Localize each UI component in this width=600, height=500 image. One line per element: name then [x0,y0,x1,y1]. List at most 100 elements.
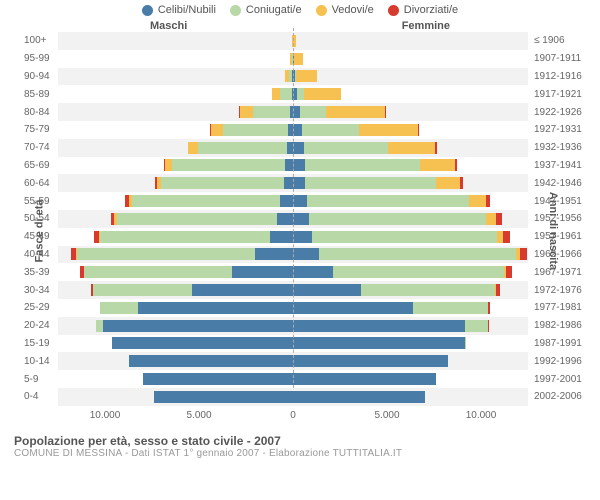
segment-cel [112,337,293,349]
segment-div [506,266,512,278]
x-tick: 10.000 [434,410,528,428]
segment-cel [293,159,305,171]
x-tick: 0 [246,410,340,428]
segment-con [361,284,495,296]
segment-cel [143,373,293,385]
male-bar [58,373,293,385]
female-bar [293,248,528,260]
segment-cel [293,302,413,314]
x-tick: 5.000 [152,410,246,428]
segment-cel [192,284,293,296]
legend-item: Vedovi/e [316,4,374,16]
legend-item: Celibi/Nubili [142,4,216,16]
legend-label: Vedovi/e [332,4,374,16]
male-bar [58,177,293,189]
segment-con [413,302,488,314]
segment-div [488,302,489,314]
legend-swatch [230,5,241,16]
segment-cel [293,177,305,189]
segment-con [465,320,489,332]
sex-labels: Maschi Femmine [10,20,590,32]
segment-con [305,177,437,189]
segment-div [435,142,436,154]
segment-cel [232,266,293,278]
segment-ved [486,213,497,225]
female-bar [293,355,528,367]
female-bar [293,373,528,385]
segment-con [132,195,280,207]
segment-con [465,337,467,349]
segment-cel [129,355,294,367]
female-label: Femmine [402,20,450,32]
segment-cel [293,213,309,225]
male-bar [58,320,293,332]
plot-area: Fasce di età Anni di nascita 100+≤ 19069… [10,34,590,428]
female-bar [293,391,528,403]
segment-div [496,284,500,296]
segment-con [223,124,289,136]
segment-con [305,159,420,171]
chart-subtitle: COMUNE DI MESSINA - Dati ISTAT 1° gennai… [14,448,586,459]
female-bar [293,213,528,225]
segment-con [300,106,326,118]
segment-con [307,195,469,207]
segment-con [312,231,498,243]
male-bar [58,70,293,82]
segment-div [418,124,419,136]
male-bar [58,124,293,136]
segment-div [455,159,457,171]
female-bar [293,88,528,100]
segment-div [520,248,528,260]
segment-ved [272,88,280,100]
segment-div [496,213,501,225]
female-bar [293,266,528,278]
segment-con [280,88,292,100]
segment-con [304,142,389,154]
segment-cel [293,124,302,136]
segment-cel [285,159,293,171]
male-bar [58,213,293,225]
legend-label: Coniugati/e [246,4,302,16]
female-bar [293,142,528,154]
legend: Celibi/NubiliConiugati/eVedovi/eDivorzia… [10,4,590,16]
segment-div [503,231,510,243]
segment-cel [270,231,294,243]
segment-cel [103,320,293,332]
segment-cel [293,337,465,349]
male-bar [58,142,293,154]
male-bar [58,302,293,314]
male-bar [58,231,293,243]
segment-con [93,284,192,296]
male-bar [58,35,293,47]
female-bar [293,337,528,349]
segment-cel [293,195,307,207]
male-bar [58,355,293,367]
segment-cel [293,106,300,118]
female-bar [293,159,528,171]
segment-div [460,177,463,189]
x-axis: 10.0005.00005.00010.000 [58,410,528,428]
female-bar [293,195,528,207]
male-bar [58,106,293,118]
male-bar [58,248,293,260]
age-row: 0-42002-2006 [58,388,528,406]
segment-ved [165,159,172,171]
segment-con [96,320,103,332]
segment-con [161,177,283,189]
segment-ved [359,124,418,136]
segment-ved [294,53,303,65]
segment-cel [255,248,293,260]
segment-cel [154,391,293,403]
segment-cel [293,373,436,385]
segment-ved [304,88,342,100]
segment-ved [436,177,460,189]
segment-cel [293,266,333,278]
segment-cel [284,177,293,189]
male-bar [58,195,293,207]
male-bar [58,266,293,278]
segment-con [100,231,269,243]
segment-con [172,159,285,171]
female-bar [293,231,528,243]
segment-con [84,266,232,278]
male-label: Maschi [150,20,187,32]
